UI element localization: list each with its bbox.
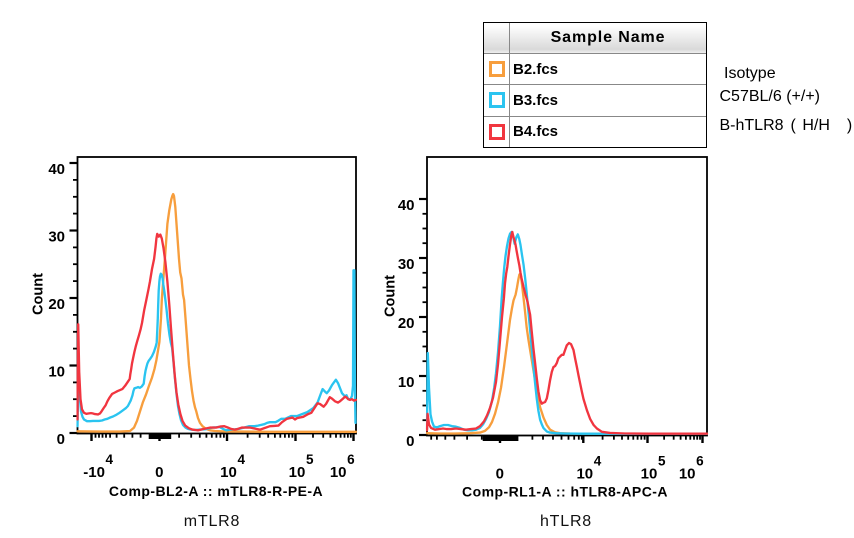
svg-text:10: 10 (289, 464, 306, 481)
svg-text:5: 5 (306, 452, 314, 467)
svg-text:20: 20 (398, 315, 415, 332)
svg-text:10: 10 (576, 466, 593, 483)
svg-text:10: 10 (48, 364, 65, 381)
svg-text:30: 30 (398, 256, 415, 273)
svg-text:6: 6 (347, 452, 355, 467)
svg-text:5: 5 (658, 454, 666, 469)
svg-text:10: 10 (220, 464, 237, 481)
svg-text:0: 0 (406, 433, 414, 450)
svg-text:20: 20 (48, 296, 65, 313)
svg-text:Count: Count (383, 275, 399, 317)
svg-text:Comp-BL2-A :: mTLR8-R-PE-A: Comp-BL2-A :: mTLR8-R-PE-A (109, 483, 323, 499)
svg-text:40: 40 (48, 161, 65, 178)
svg-text:hTLR8: hTLR8 (540, 513, 592, 530)
svg-text:4: 4 (238, 452, 246, 467)
svg-text:4: 4 (594, 454, 602, 469)
svg-text:4: 4 (106, 452, 114, 467)
svg-text:10: 10 (398, 374, 415, 391)
svg-text:6: 6 (696, 454, 704, 469)
svg-text:Count: Count (31, 273, 47, 315)
svg-text:10: 10 (641, 466, 658, 483)
svg-text:Comp-RL1-A :: hTLR8-APC-A: Comp-RL1-A :: hTLR8-APC-A (462, 484, 668, 500)
svg-text:0: 0 (155, 464, 163, 481)
svg-text:-10: -10 (83, 464, 105, 481)
svg-text:0: 0 (496, 466, 504, 483)
svg-text:10: 10 (330, 464, 347, 481)
svg-text:0: 0 (57, 431, 65, 448)
svg-text:30: 30 (48, 229, 65, 246)
svg-text:10: 10 (679, 466, 696, 483)
svg-text:mTLR8: mTLR8 (184, 513, 240, 530)
svg-text:40: 40 (398, 197, 415, 214)
